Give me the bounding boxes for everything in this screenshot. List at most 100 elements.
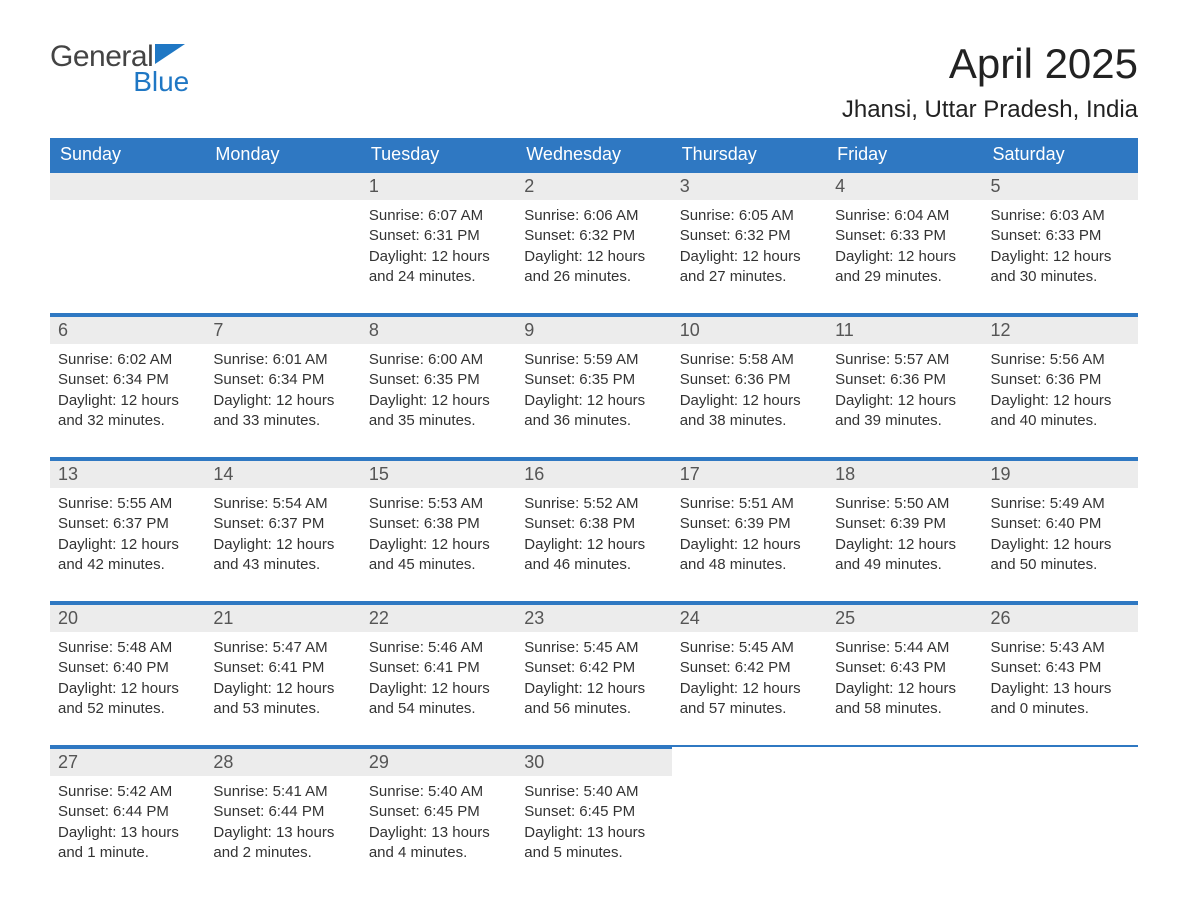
day-number: 13 xyxy=(50,459,205,488)
daylight-line: Daylight: 12 hours and 26 minutes. xyxy=(524,247,663,288)
calendar-day-cell: 12Sunrise: 5:56 AMSunset: 6:36 PMDayligh… xyxy=(983,314,1138,458)
day-number xyxy=(50,171,205,200)
daylight-line: Daylight: 13 hours and 5 minutes. xyxy=(524,823,663,864)
sunrise-line: Sunrise: 5:54 AM xyxy=(213,494,352,514)
day-data: Sunrise: 5:55 AMSunset: 6:37 PMDaylight:… xyxy=(50,488,205,601)
weekday-header-row: SundayMondayTuesdayWednesdayThursdayFrid… xyxy=(50,138,1138,171)
calendar-day-cell: 24Sunrise: 5:45 AMSunset: 6:42 PMDayligh… xyxy=(672,602,827,746)
sunrise-line: Sunrise: 6:05 AM xyxy=(680,206,819,226)
day-data: Sunrise: 5:47 AMSunset: 6:41 PMDaylight:… xyxy=(205,632,360,745)
calendar-day-cell xyxy=(205,171,360,314)
weekday-header: Thursday xyxy=(672,138,827,171)
sunset-line: Sunset: 6:44 PM xyxy=(58,802,197,822)
sunset-line: Sunset: 6:41 PM xyxy=(369,658,508,678)
calendar-day-cell: 6Sunrise: 6:02 AMSunset: 6:34 PMDaylight… xyxy=(50,314,205,458)
sunset-line: Sunset: 6:40 PM xyxy=(58,658,197,678)
sunset-line: Sunset: 6:39 PM xyxy=(835,514,974,534)
day-number: 21 xyxy=(205,603,360,632)
daylight-line: Daylight: 12 hours and 33 minutes. xyxy=(213,391,352,432)
day-number: 17 xyxy=(672,459,827,488)
day-data: Sunrise: 5:44 AMSunset: 6:43 PMDaylight:… xyxy=(827,632,982,745)
sunrise-line: Sunrise: 5:45 AM xyxy=(524,638,663,658)
day-data: Sunrise: 5:52 AMSunset: 6:38 PMDaylight:… xyxy=(516,488,671,601)
calendar-week-row: 13Sunrise: 5:55 AMSunset: 6:37 PMDayligh… xyxy=(50,458,1138,602)
daylight-line: Daylight: 12 hours and 56 minutes. xyxy=(524,679,663,720)
day-number: 14 xyxy=(205,459,360,488)
calendar-day-cell: 16Sunrise: 5:52 AMSunset: 6:38 PMDayligh… xyxy=(516,458,671,602)
day-data: Sunrise: 5:45 AMSunset: 6:42 PMDaylight:… xyxy=(672,632,827,745)
calendar-day-cell: 8Sunrise: 6:00 AMSunset: 6:35 PMDaylight… xyxy=(361,314,516,458)
sunset-line: Sunset: 6:41 PM xyxy=(213,658,352,678)
sunset-line: Sunset: 6:31 PM xyxy=(369,226,508,246)
day-data: Sunrise: 5:40 AMSunset: 6:45 PMDaylight:… xyxy=(361,776,516,889)
sunset-line: Sunset: 6:35 PM xyxy=(524,370,663,390)
sunset-line: Sunset: 6:33 PM xyxy=(991,226,1130,246)
day-data: Sunrise: 5:54 AMSunset: 6:37 PMDaylight:… xyxy=(205,488,360,601)
day-data: Sunrise: 5:43 AMSunset: 6:43 PMDaylight:… xyxy=(983,632,1138,745)
sunset-line: Sunset: 6:42 PM xyxy=(524,658,663,678)
day-number: 26 xyxy=(983,603,1138,632)
sunset-line: Sunset: 6:39 PM xyxy=(680,514,819,534)
weekday-header: Sunday xyxy=(50,138,205,171)
daylight-line: Daylight: 13 hours and 2 minutes. xyxy=(213,823,352,864)
calendar-body: 1Sunrise: 6:07 AMSunset: 6:31 PMDaylight… xyxy=(50,171,1138,889)
day-data: Sunrise: 5:48 AMSunset: 6:40 PMDaylight:… xyxy=(50,632,205,745)
day-data: Sunrise: 5:53 AMSunset: 6:38 PMDaylight:… xyxy=(361,488,516,601)
sunrise-line: Sunrise: 6:04 AM xyxy=(835,206,974,226)
sunrise-line: Sunrise: 5:55 AM xyxy=(58,494,197,514)
day-number: 18 xyxy=(827,459,982,488)
daylight-line: Daylight: 12 hours and 57 minutes. xyxy=(680,679,819,720)
daylight-line: Daylight: 12 hours and 50 minutes. xyxy=(991,535,1130,576)
sunrise-line: Sunrise: 5:40 AM xyxy=(369,782,508,802)
calendar-day-cell: 30Sunrise: 5:40 AMSunset: 6:45 PMDayligh… xyxy=(516,746,671,889)
sunset-line: Sunset: 6:44 PM xyxy=(213,802,352,822)
daylight-line: Daylight: 12 hours and 43 minutes. xyxy=(213,535,352,576)
calendar-day-cell: 17Sunrise: 5:51 AMSunset: 6:39 PMDayligh… xyxy=(672,458,827,602)
sunrise-line: Sunrise: 5:41 AM xyxy=(213,782,352,802)
day-number: 30 xyxy=(516,747,671,776)
daylight-line: Daylight: 12 hours and 53 minutes. xyxy=(213,679,352,720)
sunset-line: Sunset: 6:36 PM xyxy=(991,370,1130,390)
day-number: 9 xyxy=(516,315,671,344)
day-number: 11 xyxy=(827,315,982,344)
day-data: Sunrise: 6:07 AMSunset: 6:31 PMDaylight:… xyxy=(361,200,516,313)
sunset-line: Sunset: 6:37 PM xyxy=(58,514,197,534)
daylight-line: Daylight: 12 hours and 48 minutes. xyxy=(680,535,819,576)
sunset-line: Sunset: 6:33 PM xyxy=(835,226,974,246)
weekday-header: Monday xyxy=(205,138,360,171)
daylight-line: Daylight: 12 hours and 32 minutes. xyxy=(58,391,197,432)
calendar-day-cell: 11Sunrise: 5:57 AMSunset: 6:36 PMDayligh… xyxy=(827,314,982,458)
day-number: 24 xyxy=(672,603,827,632)
calendar-day-cell: 13Sunrise: 5:55 AMSunset: 6:37 PMDayligh… xyxy=(50,458,205,602)
sunrise-line: Sunrise: 5:53 AM xyxy=(369,494,508,514)
day-number: 22 xyxy=(361,603,516,632)
daylight-line: Daylight: 12 hours and 38 minutes. xyxy=(680,391,819,432)
sunrise-line: Sunrise: 5:59 AM xyxy=(524,350,663,370)
day-data: Sunrise: 5:42 AMSunset: 6:44 PMDaylight:… xyxy=(50,776,205,889)
calendar-day-cell: 29Sunrise: 5:40 AMSunset: 6:45 PMDayligh… xyxy=(361,746,516,889)
day-data: Sunrise: 5:40 AMSunset: 6:45 PMDaylight:… xyxy=(516,776,671,889)
calendar-week-row: 1Sunrise: 6:07 AMSunset: 6:31 PMDaylight… xyxy=(50,171,1138,314)
sunrise-line: Sunrise: 5:46 AM xyxy=(369,638,508,658)
day-data: Sunrise: 5:57 AMSunset: 6:36 PMDaylight:… xyxy=(827,344,982,457)
page-header: General Blue April 2025 Jhansi, Uttar Pr… xyxy=(50,40,1138,124)
weekday-header: Friday xyxy=(827,138,982,171)
day-data xyxy=(827,775,982,875)
calendar-week-row: 6Sunrise: 6:02 AMSunset: 6:34 PMDaylight… xyxy=(50,314,1138,458)
day-data: Sunrise: 6:06 AMSunset: 6:32 PMDaylight:… xyxy=(516,200,671,313)
sunrise-line: Sunrise: 5:58 AM xyxy=(680,350,819,370)
day-number xyxy=(827,747,982,775)
calendar-table: SundayMondayTuesdayWednesdayThursdayFrid… xyxy=(50,138,1138,889)
daylight-line: Daylight: 12 hours and 52 minutes. xyxy=(58,679,197,720)
day-number: 27 xyxy=(50,747,205,776)
daylight-line: Daylight: 12 hours and 30 minutes. xyxy=(991,247,1130,288)
day-number: 20 xyxy=(50,603,205,632)
daylight-line: Daylight: 12 hours and 46 minutes. xyxy=(524,535,663,576)
day-number: 7 xyxy=(205,315,360,344)
calendar-day-cell: 10Sunrise: 5:58 AMSunset: 6:36 PMDayligh… xyxy=(672,314,827,458)
calendar-day-cell: 19Sunrise: 5:49 AMSunset: 6:40 PMDayligh… xyxy=(983,458,1138,602)
daylight-line: Daylight: 12 hours and 36 minutes. xyxy=(524,391,663,432)
calendar-day-cell: 2Sunrise: 6:06 AMSunset: 6:32 PMDaylight… xyxy=(516,171,671,314)
calendar-day-cell: 18Sunrise: 5:50 AMSunset: 6:39 PMDayligh… xyxy=(827,458,982,602)
day-data: Sunrise: 6:01 AMSunset: 6:34 PMDaylight:… xyxy=(205,344,360,457)
